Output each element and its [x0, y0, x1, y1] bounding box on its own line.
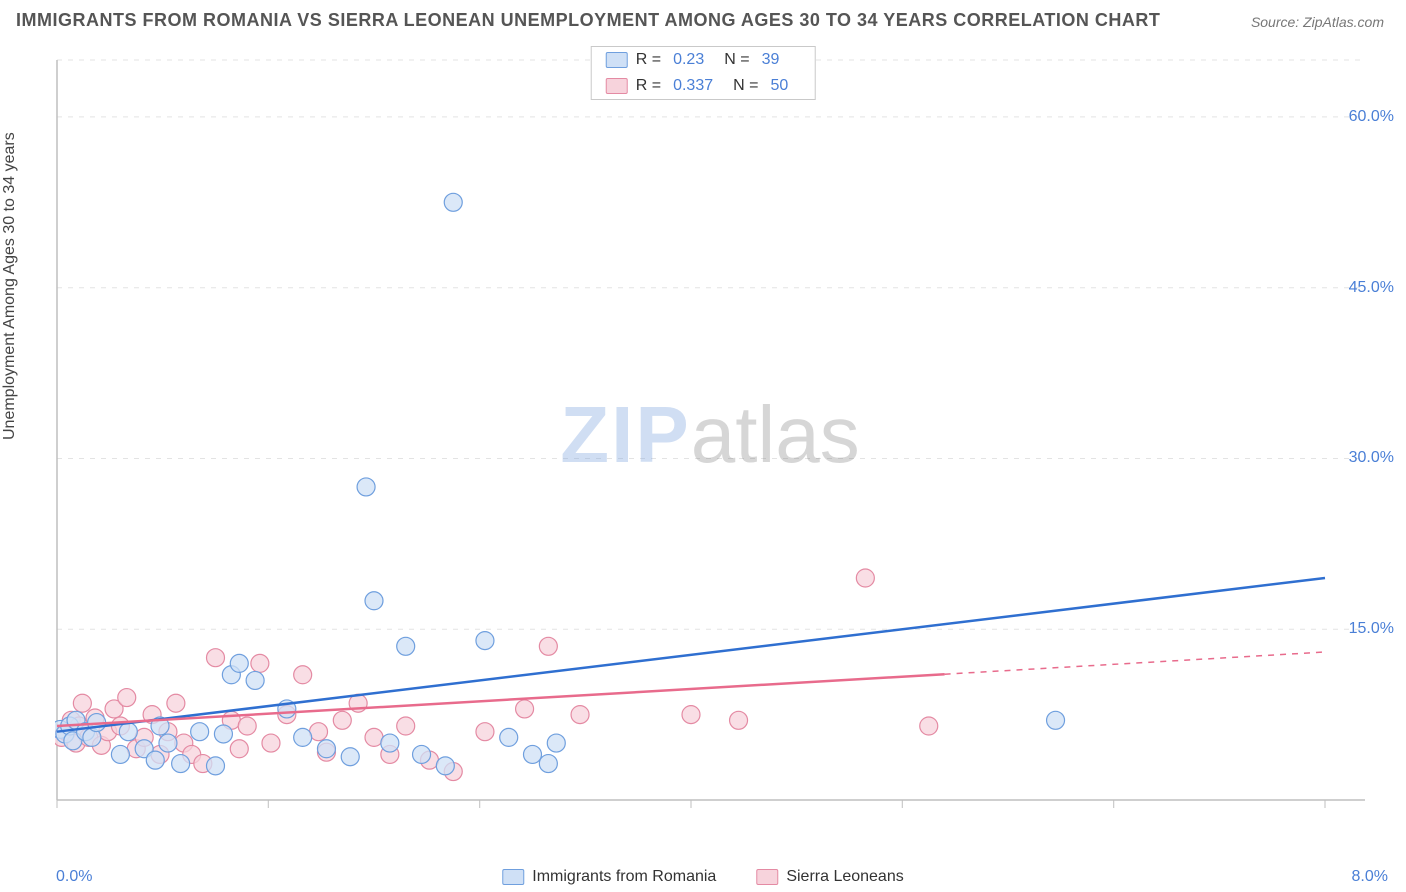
- n-label: N =: [724, 51, 749, 69]
- swatch-romania: [606, 52, 628, 68]
- scatter-svg: [55, 40, 1365, 830]
- x-axis-max-label: 8.0%: [1352, 868, 1388, 886]
- swatch-sierra: [756, 869, 778, 885]
- chart-container: IMMIGRANTS FROM ROMANIA VS SIERRA LEONEA…: [0, 0, 1406, 892]
- legend-label-sierra: Sierra Leoneans: [786, 868, 903, 886]
- y-tick-label: 15.0%: [1349, 620, 1394, 638]
- n-value-sierra: 50: [770, 77, 788, 95]
- stats-legend: R = 0.23 N = 39 R = 0.337 N = 50: [591, 46, 816, 100]
- swatch-romania: [502, 869, 524, 885]
- swatch-sierra: [606, 78, 628, 94]
- n-value-romania: 39: [762, 51, 780, 69]
- y-tick-label: 45.0%: [1349, 279, 1394, 297]
- plot-area: ZIPatlas: [55, 40, 1365, 830]
- stats-row-romania: R = 0.23 N = 39: [592, 47, 815, 73]
- y-tick-label: 30.0%: [1349, 449, 1394, 467]
- series-legend: Immigrants from Romania Sierra Leoneans: [502, 868, 903, 886]
- legend-item-romania: Immigrants from Romania: [502, 868, 716, 886]
- x-axis-min-label: 0.0%: [56, 868, 92, 886]
- source-label: Source: ZipAtlas.com: [1251, 14, 1384, 30]
- r-label: R =: [636, 51, 661, 69]
- chart-title: IMMIGRANTS FROM ROMANIA VS SIERRA LEONEA…: [16, 10, 1160, 31]
- legend-label-romania: Immigrants from Romania: [532, 868, 716, 886]
- y-tick-label: 60.0%: [1349, 108, 1394, 126]
- n-label: N =: [733, 77, 758, 95]
- r-value-sierra: 0.337: [673, 77, 713, 95]
- r-value-romania: 0.23: [673, 51, 704, 69]
- stats-row-sierra: R = 0.337 N = 50: [592, 73, 815, 99]
- r-label: R =: [636, 77, 661, 95]
- y-axis-label: Unemployment Among Ages 30 to 34 years: [1, 132, 19, 440]
- legend-item-sierra: Sierra Leoneans: [756, 868, 903, 886]
